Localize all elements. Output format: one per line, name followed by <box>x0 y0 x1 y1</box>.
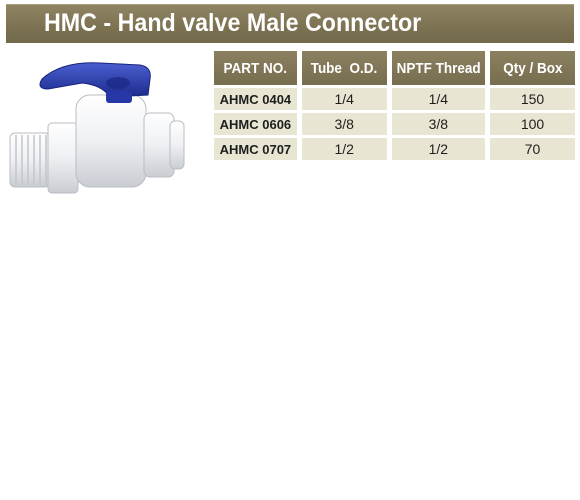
table-header-row: PART NO. Tube O.D. NPTF Thread Qty / Box <box>214 51 575 85</box>
title-bar: HMC - Hand valve Male Connector <box>6 4 574 43</box>
column-header-tube-od: Tube O.D. <box>301 51 387 85</box>
tube-od-cell: 1/4 <box>301 88 387 110</box>
spec-table: PART NO. Tube O.D. NPTF Thread Qty / Box… <box>209 48 580 163</box>
tube-od-cell: 3/8 <box>301 113 387 135</box>
page-title: HMC - Hand valve Male Connector <box>44 9 422 37</box>
nptf-thread-cell: 1/4 <box>391 88 485 110</box>
part-number-cell: AHMC 0606 <box>214 113 297 135</box>
qty-box-cell: 100 <box>490 113 575 135</box>
column-header-part-no: PART NO. <box>214 51 297 85</box>
part-number-cell: AHMC 0707 <box>214 138 297 160</box>
hand-valve-product-image <box>2 55 207 200</box>
table-row: AHMC 0404 1/4 1/4 150 <box>214 88 575 110</box>
table-row: AHMC 0707 1/2 1/2 70 <box>214 138 575 160</box>
column-header-qty-box: Qty / Box <box>490 51 575 85</box>
tube-od-cell: 1/2 <box>301 138 387 160</box>
column-header-nptf-thread: NPTF Thread <box>391 51 485 85</box>
nptf-thread-cell: 3/8 <box>391 113 485 135</box>
qty-box-cell: 150 <box>490 88 575 110</box>
qty-box-cell: 70 <box>490 138 575 160</box>
part-number-cell: AHMC 0404 <box>214 88 297 110</box>
nptf-thread-cell: 1/2 <box>391 138 485 160</box>
table-row: AHMC 0606 3/8 3/8 100 <box>214 113 575 135</box>
